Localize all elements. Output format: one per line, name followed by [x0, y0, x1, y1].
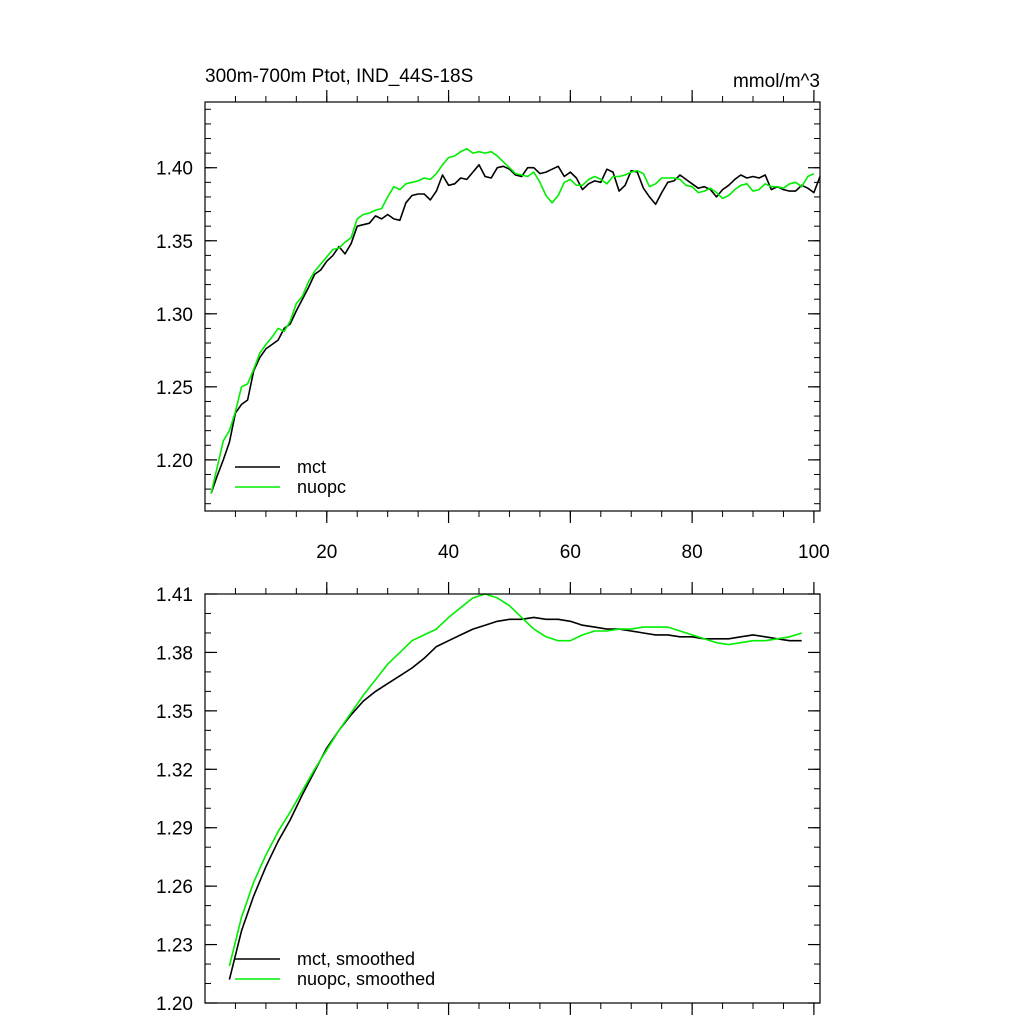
x-tick-label: 100: [798, 542, 830, 563]
bottom-panel-y-tick-labels: 1.20 1.23 1.26 1.29 1.32 1.35 1.38 1.41: [156, 585, 193, 1015]
series-line-mct: [210, 164, 821, 494]
y-tick-label: 1.30: [156, 305, 193, 326]
y-tick-label: 1.41: [156, 585, 193, 606]
series-line-mct-smoothed: [228, 616, 802, 980]
x-tick-label: 40: [438, 542, 459, 563]
x-tick-label: 20: [316, 542, 337, 563]
top-panel-ticks: [205, 90, 820, 523]
y-tick-label: 1.20: [156, 994, 193, 1015]
y-tick-label: 1.35: [156, 702, 193, 723]
bottom-panel: 1.20 1.23 1.26 1.29 1.32 1.35 1.38 1.41 mct, sm…: [156, 582, 821, 1015]
y-tick-label: 1.35: [156, 232, 193, 253]
legend-label: nuopc, smoothed: [297, 969, 435, 989]
top-panel: 300m-700m Ptot, IND_44S-18S mmol/m^3 1.2…: [156, 66, 830, 563]
bottom-panel-frame: [204, 593, 821, 1004]
y-tick-label: 1.26: [156, 877, 193, 898]
top-panel-y-tick-labels: 1.20 1.25 1.30 1.35 1.40: [156, 159, 193, 472]
top-panel-x-tick-labels: 20 40 60 80 100: [316, 542, 830, 563]
legend-label: mct: [297, 457, 326, 477]
y-tick-label: 1.25: [156, 378, 193, 399]
y-tick-label: 1.23: [156, 936, 193, 957]
y-tick-label: 1.32: [156, 760, 193, 781]
x-tick-label: 80: [682, 542, 703, 563]
units-label: mmol/m^3: [733, 71, 820, 92]
legend-label: nuopc: [297, 477, 346, 497]
series-line-nuopc-smoothed: [228, 593, 802, 967]
y-tick-label: 1.29: [156, 819, 193, 840]
top-panel-series: [210, 147, 821, 494]
top-panel-frame: [204, 101, 821, 512]
chart-title: 300m-700m Ptot, IND_44S-18S: [205, 66, 473, 87]
bottom-panel-series: [228, 593, 802, 980]
y-tick-label: 1.40: [156, 159, 193, 180]
y-tick-label: 1.20: [156, 451, 193, 472]
series-line-nuopc: [210, 147, 815, 494]
y-tick-label: 1.38: [156, 643, 193, 664]
legend-label: mct, smoothed: [297, 949, 415, 969]
x-tick-label: 60: [560, 542, 581, 563]
